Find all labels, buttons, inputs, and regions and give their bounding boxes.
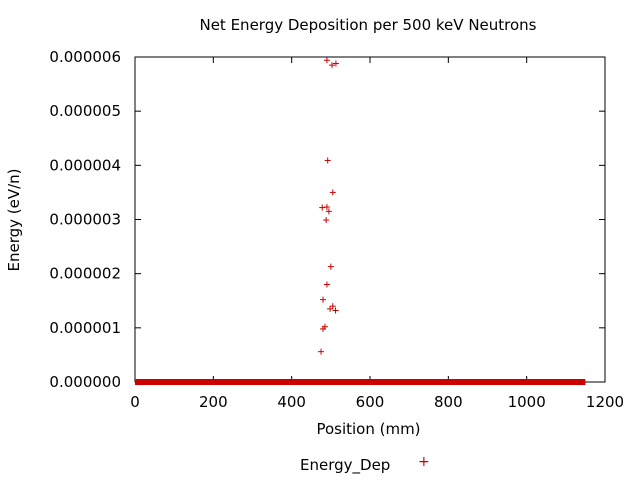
data-point [327, 305, 334, 312]
data-point [318, 348, 325, 355]
x-tick-label: 0 [130, 393, 140, 411]
x-tick-label: 1000 [508, 393, 546, 411]
x-tick-label: 200 [199, 393, 228, 411]
data-point [329, 303, 336, 310]
x-tick-label: 1200 [586, 393, 624, 411]
data-point [323, 281, 330, 288]
data-point [320, 325, 326, 332]
data-point [327, 263, 334, 270]
data-point [323, 217, 330, 224]
legend-plus-marker: + [418, 454, 430, 470]
y-tick-label: 0.000000 [49, 373, 121, 391]
x-tick-label: 400 [277, 393, 306, 411]
legend: Energy_Dep + [300, 454, 430, 474]
data-point [325, 208, 332, 215]
baseline-points [135, 379, 586, 385]
y-tick-label: 0.000006 [49, 48, 121, 66]
chart-title: Net Energy Deposition per 500 keV Neutro… [199, 16, 537, 34]
x-tick-label: 600 [356, 393, 385, 411]
data-point [332, 60, 339, 67]
data-point [332, 307, 339, 314]
data-point [329, 189, 336, 196]
data-point [329, 62, 336, 69]
y-tick-label: 0.000001 [49, 319, 121, 337]
data-point [324, 157, 331, 164]
x-axis-label: Position (mm) [316, 420, 421, 438]
y-tick-label: 0.000003 [49, 211, 121, 229]
x-tick-label: 800 [434, 393, 463, 411]
legend-label: Energy_Dep [300, 456, 391, 474]
y-tick-label: 0.000005 [49, 102, 121, 120]
data-point [323, 57, 330, 64]
data-point [319, 204, 326, 211]
y-tick-label: 0.000004 [49, 156, 121, 174]
plot-frame [134, 56, 606, 383]
y-tick-label: 0.000002 [49, 265, 121, 283]
data-point [323, 204, 330, 211]
data-point [320, 296, 326, 303]
